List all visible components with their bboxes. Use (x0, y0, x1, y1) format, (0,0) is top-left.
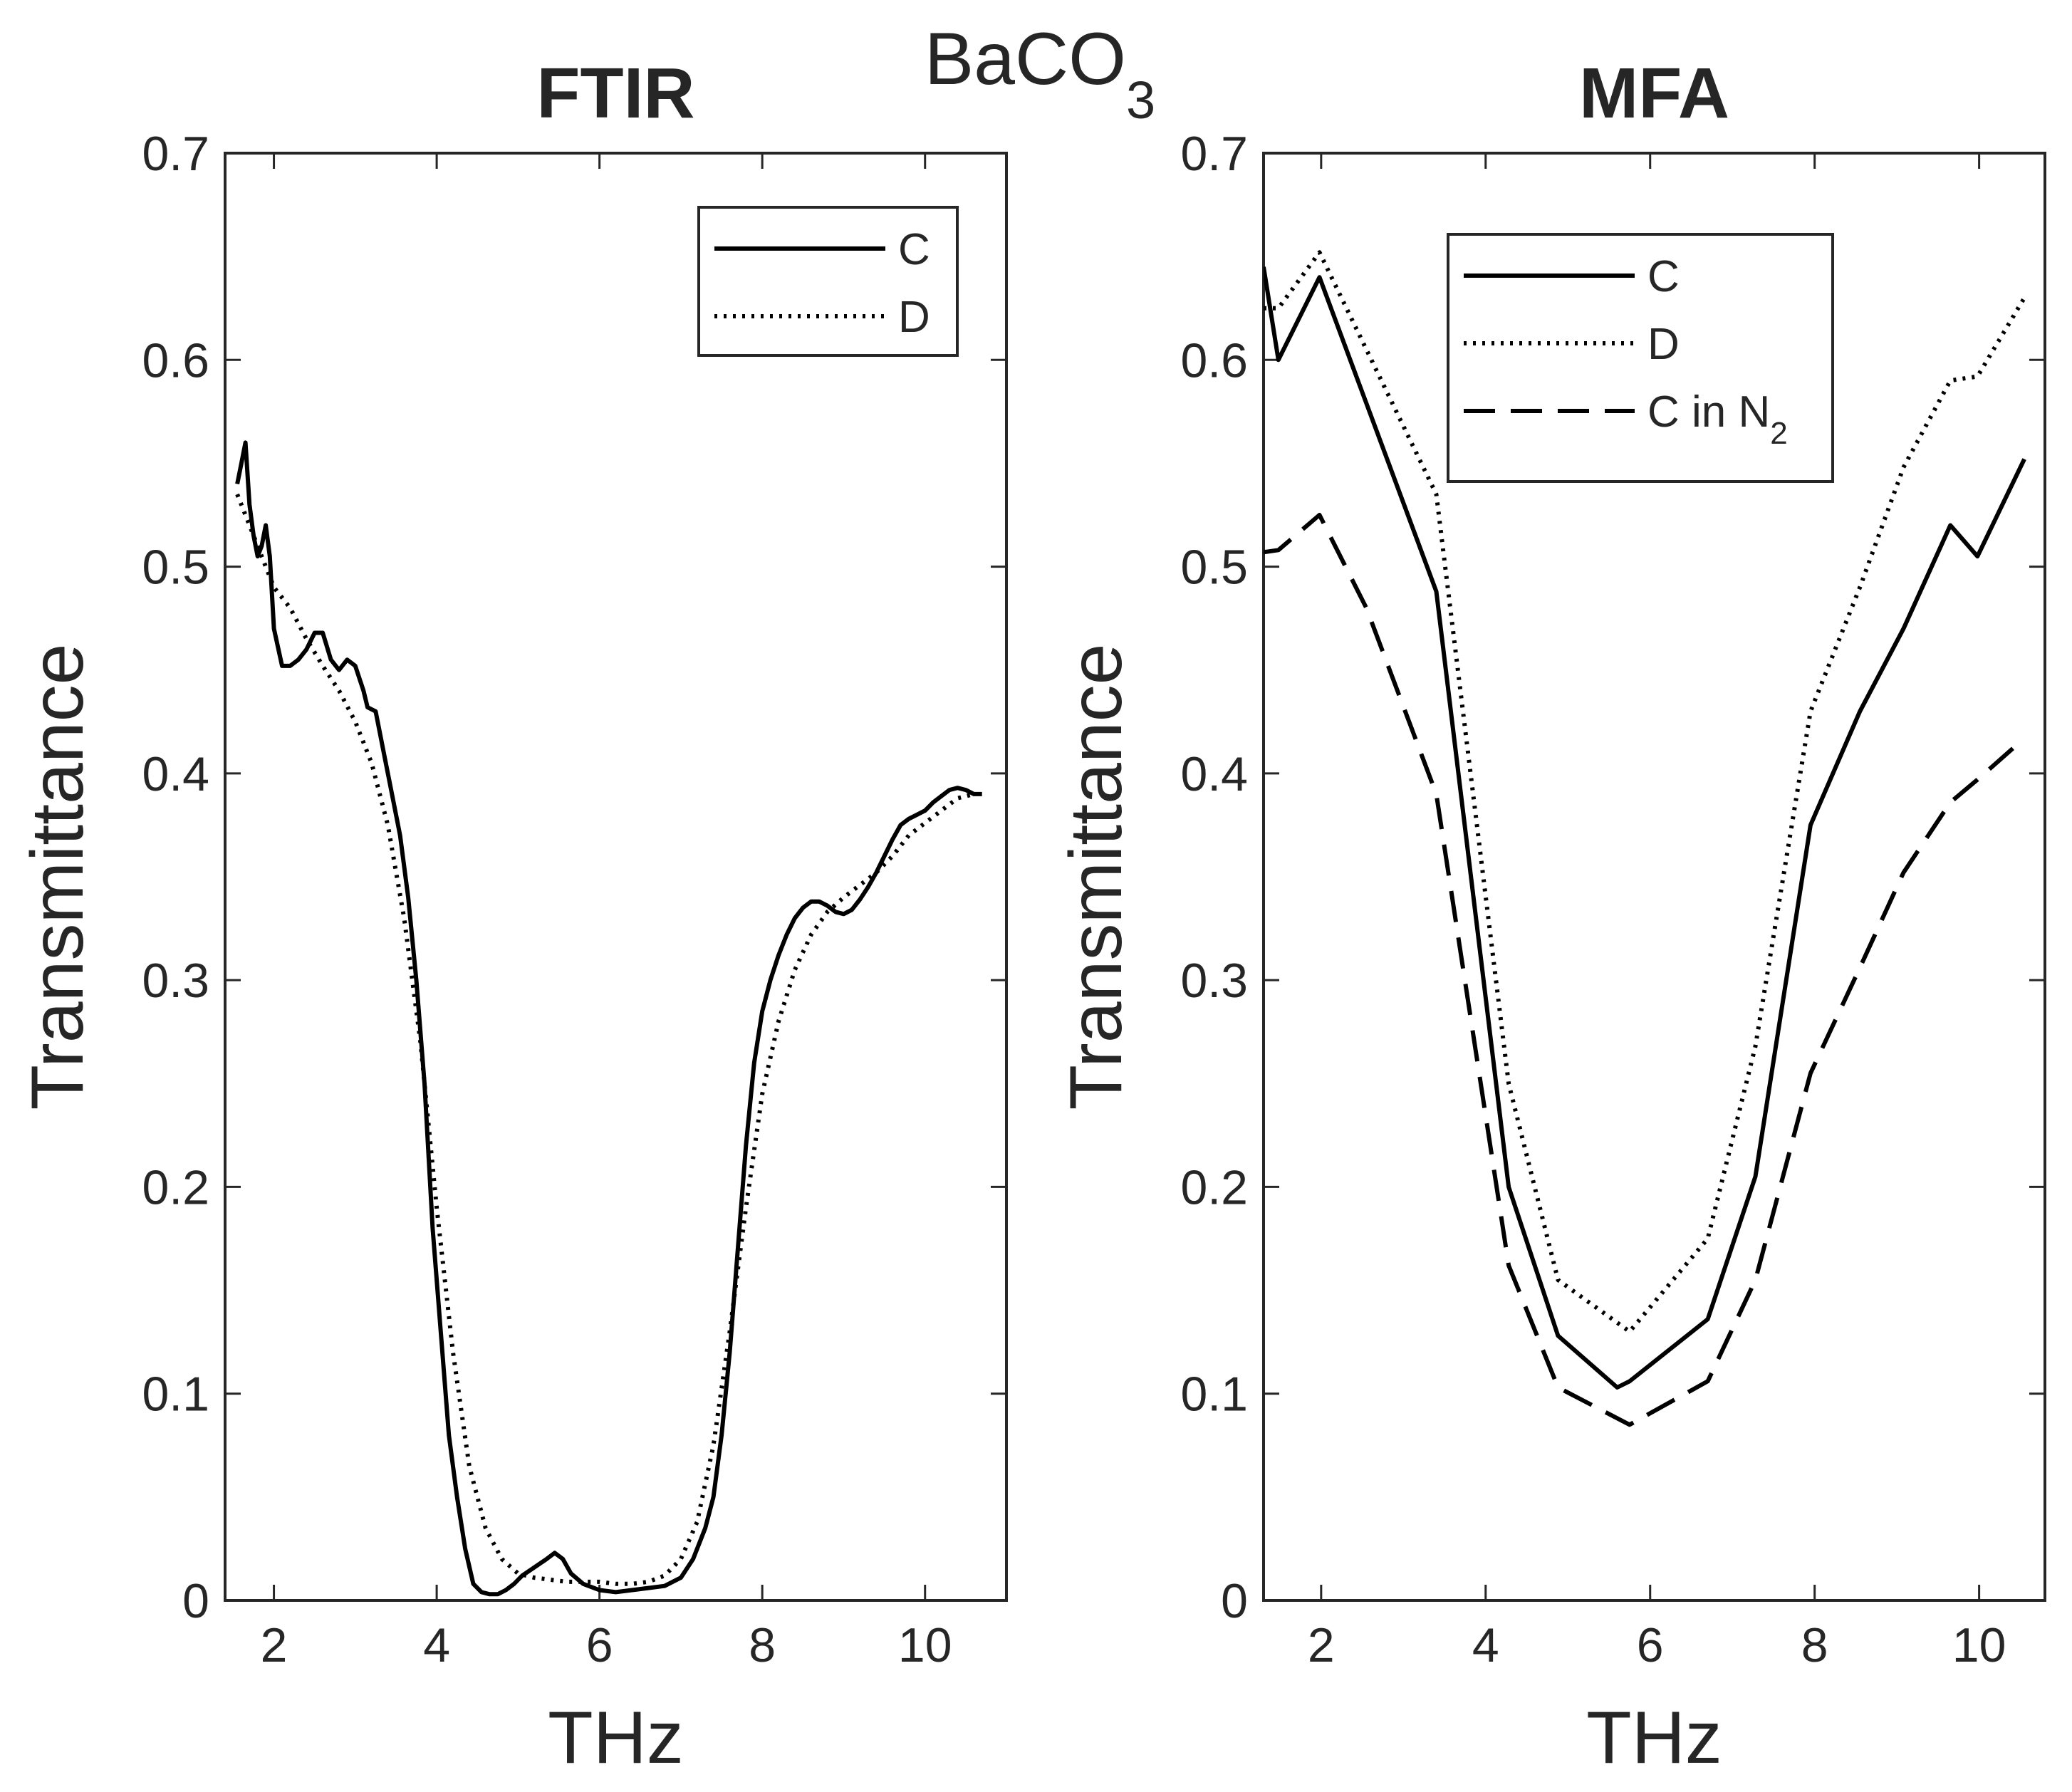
ftir-ytick-label: 0.3 (142, 954, 209, 1008)
mfa-ytick-label: 0 (1221, 1574, 1248, 1628)
mfa-series-d (1264, 250, 2026, 1334)
mfa-legend-label: C in N2 (1647, 387, 1788, 451)
ftir-legend-label: D (898, 293, 930, 342)
ftir-y-axis-label: Transmittance (16, 643, 99, 1110)
mfa-ytick-label: 0.2 (1180, 1160, 1248, 1214)
mfa-ytick-label: 0.1 (1180, 1368, 1248, 1422)
mfa-ytick-label: 0.3 (1180, 954, 1248, 1008)
ftir-ytick-label: 0.7 (142, 127, 209, 181)
suptitle-subscript: 3 (1126, 71, 1155, 130)
ftir-x-axis-label: THz (548, 1697, 684, 1779)
ftir-legend: CD (697, 206, 959, 357)
mfa-ytick-label: 0.7 (1180, 127, 1248, 181)
ftir-ytick-label: 0.4 (142, 747, 209, 801)
mfa-xtick-label: 8 (1801, 1618, 1828, 1672)
ftir-xtick-label: 10 (898, 1618, 952, 1672)
mfa-legend-label: C (1647, 252, 1680, 301)
mfa-legend-label-main: C in N (1647, 387, 1770, 437)
mfa-axes-box (1262, 152, 2046, 1602)
mfa-series-c (1264, 266, 2026, 1390)
mfa-ytick-label: 0.6 (1180, 333, 1248, 387)
mfa-xtick-label: 6 (1637, 1618, 1664, 1672)
mfa-ytick-label: 0.4 (1180, 747, 1248, 801)
ftir-ytick-label: 0.2 (142, 1160, 209, 1214)
mfa-legend-label-main: C (1647, 252, 1680, 301)
ftir-ytick-label: 0.6 (142, 333, 209, 387)
ftir-ytick-label: 0 (182, 1574, 209, 1628)
ftir-ytick-label: 0.5 (142, 541, 209, 595)
mfa-chart: MFA 0 0.1 0.2 0.3 0.4 0.5 0.6 0.7 2 4 6 8 10 THz Transm… (1055, 53, 2046, 1779)
ftir-legend-label: C (898, 225, 930, 274)
mfa-legend-label: D (1647, 320, 1680, 369)
mfa-ytick-label: 0.5 (1180, 541, 1248, 595)
mfa-title: MFA (1579, 53, 1729, 133)
ftir-series-d (235, 493, 975, 1586)
mfa-xtick-label: 4 (1472, 1618, 1499, 1672)
mfa-legend: CD C in N2 (1447, 233, 1834, 483)
ftir-xtick-label: 2 (261, 1618, 288, 1672)
ftir-legend-label-main: C (898, 225, 930, 274)
mfa-legend-label-main: D (1647, 320, 1680, 369)
mfa-xtick-label: 2 (1308, 1618, 1335, 1672)
mfa-legend-label-sub: 2 (1770, 416, 1787, 451)
mfa-series-c-in-n2 (1264, 513, 2026, 1427)
ftir-title: FTIR (536, 53, 694, 133)
ftir-ytick-label: 0.1 (142, 1368, 209, 1422)
suptitle-main: BaCO (925, 18, 1126, 100)
ftir-legend-box (697, 206, 959, 357)
ftir-xtick-label: 8 (749, 1618, 776, 1672)
ftir-xtick-label: 4 (423, 1618, 450, 1672)
ftir-legend-label-main: D (898, 293, 930, 342)
ftir-xtick-label: 6 (586, 1618, 613, 1672)
ftir-chart: FTIR 0 0.1 0.2 0.3 0.4 0.5 0.6 0.7 2 4 6 8 10 THz Trans… (16, 53, 1008, 1779)
figure-suptitle: BaCO3 (925, 18, 1155, 130)
mfa-y-axis-label: Transmittance (1055, 643, 1137, 1110)
mfa-x-axis-label: THz (1586, 1697, 1722, 1779)
ftir-series-c (235, 440, 982, 1597)
ftir-axes-box (224, 152, 1008, 1602)
mfa-xtick-label: 10 (1952, 1618, 2006, 1672)
